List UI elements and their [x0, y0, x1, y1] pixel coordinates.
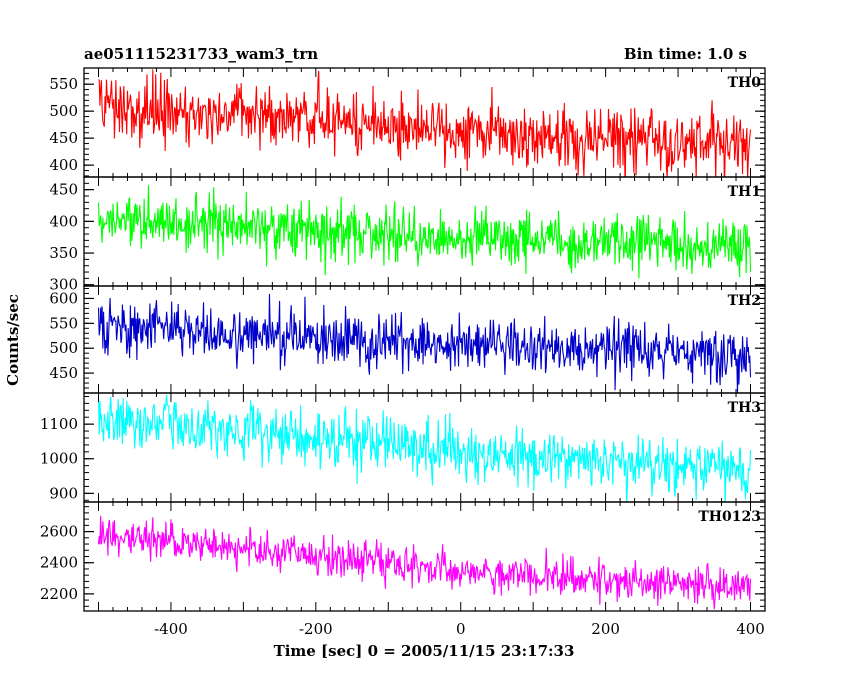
panel-label-th0123: TH0123 — [698, 509, 761, 525]
x-tick-label: 200 — [591, 620, 620, 638]
y-tick-label: 550 — [49, 314, 78, 332]
y-tick-label: 2200 — [40, 585, 78, 603]
series-line-th0 — [98, 69, 752, 177]
y-tick-label: 450 — [49, 129, 78, 147]
panel-th1: 300 350 400 450 TH1 — [49, 176, 766, 294]
panel-th3: 900 1000 1100 TH3 — [40, 392, 766, 503]
panel-label-th0: TH0 — [728, 75, 762, 91]
panel-th0123: 2200 2400 2600 TH0123 — [40, 501, 766, 612]
y-tick-label: 1000 — [40, 450, 78, 468]
y-tick-label: 350 — [49, 244, 78, 262]
panel-label-th3: TH3 — [728, 400, 761, 416]
bin-time-label: Bin time: 1.0 s — [624, 45, 747, 63]
y-axis-title: Counts/sec — [4, 294, 22, 386]
y-tick-label: 450 — [49, 364, 78, 382]
chart-title: ae051115231733_wam3_trn — [84, 45, 318, 63]
panels-group: 400 450 500 550 TH0 300 350 400 450 TH1 450 500 550 6… — [40, 67, 766, 612]
panel-label-th1: TH1 — [728, 184, 761, 200]
y-tick-label: 2600 — [40, 523, 78, 541]
y-tick-label: 400 — [49, 212, 78, 230]
y-tick-label: 550 — [49, 75, 78, 93]
series-line-th2 — [97, 293, 752, 393]
x-axis-title: Time [sec] 0 = 2005/11/15 23:17:33 — [274, 642, 575, 660]
y-tick-label: 400 — [49, 156, 78, 174]
y-tick-label: 500 — [49, 102, 78, 120]
panel-label-th2: TH2 — [728, 293, 761, 309]
series-line-th1 — [97, 185, 752, 279]
y-tick-label: 500 — [49, 339, 78, 357]
x-tick-label: 400 — [736, 620, 765, 638]
y-tick-label: 900 — [49, 484, 78, 502]
x-tick-label: -400 — [154, 620, 188, 638]
y-tick-label: 1100 — [40, 415, 78, 433]
series-line-th3 — [97, 394, 752, 502]
x-tick-label: -200 — [299, 620, 333, 638]
x-axis: -400 -200 0 200 400 — [154, 620, 765, 638]
panel-th0: 400 450 500 550 TH0 — [49, 67, 766, 178]
y-tick-label: 300 — [49, 276, 78, 294]
x-tick-label: 0 — [456, 620, 466, 638]
series-line-th0123 — [97, 515, 752, 610]
panel-frame — [83, 501, 766, 612]
panel-th2: 450 500 550 600 TH2 — [49, 285, 766, 394]
y-tick-label: 2400 — [40, 554, 78, 572]
y-tick-label: 600 — [49, 289, 78, 307]
y-tick-label: 450 — [49, 181, 78, 199]
